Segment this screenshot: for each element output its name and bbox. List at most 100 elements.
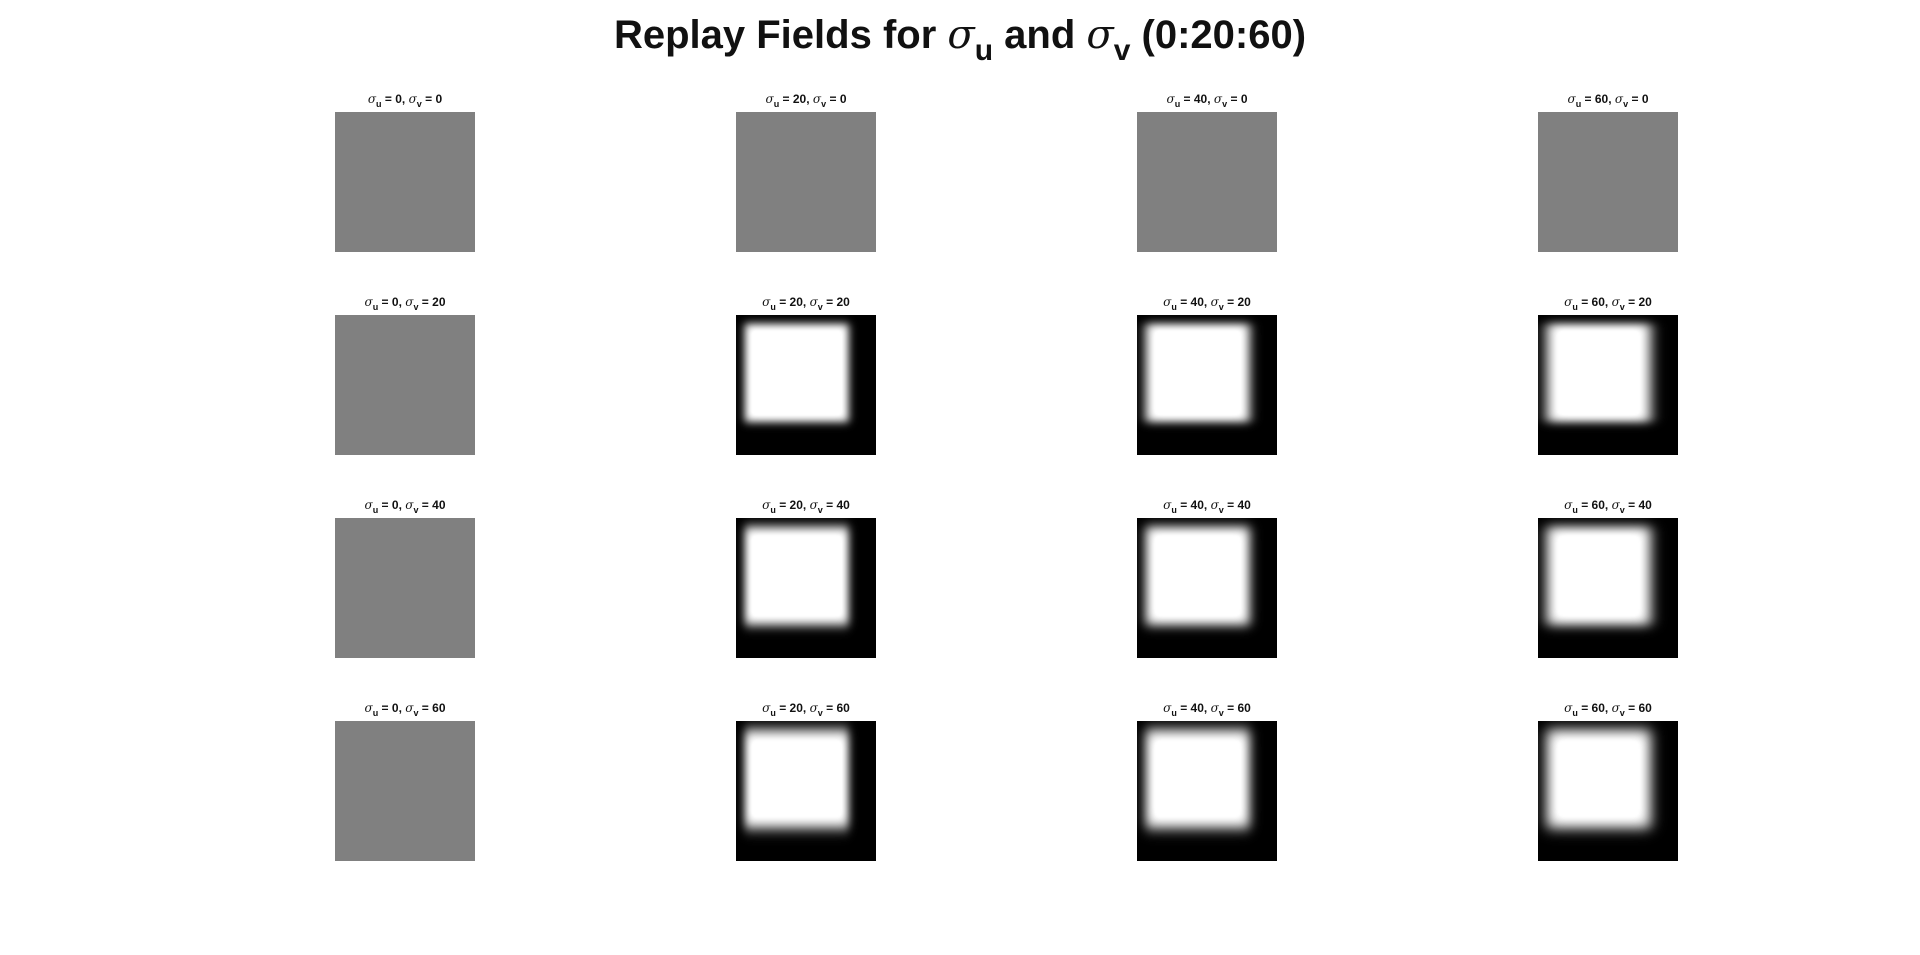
blurred-square-field-image: [1137, 518, 1277, 658]
sigma-u-value: 40: [1193, 92, 1208, 106]
separator: ,: [802, 701, 810, 715]
separator: ,: [398, 295, 406, 309]
sigma-v-subscript: v: [1623, 99, 1629, 109]
sigma-v-subscript: v: [817, 708, 823, 718]
title-sigma-v-subscript: v: [1113, 34, 1131, 67]
separator: ,: [806, 92, 813, 106]
sigma-u-value: 0: [391, 701, 399, 715]
title-sigma-u-symbol: σ: [947, 12, 975, 58]
sigma-u-subscript: u: [770, 708, 776, 718]
sigma-v-value: 0: [1641, 92, 1649, 106]
title-sigma-v-symbol: σ: [1086, 12, 1114, 58]
sigma-u-value: 40: [1190, 701, 1204, 715]
sigma-v-subscript: v: [817, 302, 823, 312]
uniform-gray-field-image: [1137, 112, 1277, 252]
sigma-u-subscript: u: [372, 505, 379, 515]
sigma-v-subscript: v: [1218, 505, 1224, 515]
equals-sign: =: [822, 295, 837, 309]
sigma-u-value: 60: [1591, 295, 1605, 309]
equals-sign: =: [1176, 701, 1191, 715]
equals-sign: =: [1577, 701, 1592, 715]
sigma-u-symbol: σ: [762, 498, 771, 512]
figure-title: Replay Fields for σu and σv (0:20:60): [0, 10, 1920, 67]
sigma-u-symbol: σ: [1163, 498, 1172, 512]
sigma-u-value: 20: [792, 92, 807, 106]
sigma-u-symbol: σ: [364, 295, 373, 309]
sigma-u-subscript: u: [1174, 99, 1181, 109]
equals-sign: =: [826, 92, 840, 106]
sigma-v-subscript: v: [817, 505, 823, 515]
sigma-u-subscript: u: [1171, 708, 1177, 718]
sigma-u-subscript: u: [1171, 302, 1177, 312]
sigma-u-value: 0: [395, 92, 402, 106]
panel-title: σu = 0, σv = 40: [275, 498, 535, 515]
blurred-square-field-image: [1538, 721, 1678, 861]
sigma-u-symbol: σ: [1166, 92, 1175, 106]
separator: ,: [1608, 92, 1615, 106]
sigma-u-value: 60: [1591, 498, 1605, 512]
sigma-v-value: 0: [435, 92, 443, 106]
sigma-u-symbol: σ: [765, 92, 774, 106]
blurred-square-field-image: [1538, 315, 1678, 455]
equals-sign: =: [421, 92, 436, 106]
sigma-u-symbol: σ: [762, 295, 771, 309]
sigma-v-value: 0: [1240, 92, 1248, 106]
sigma-v-symbol: σ: [1611, 498, 1620, 512]
panel-title: σu = 20, σv = 0: [676, 92, 936, 109]
sigma-v-subscript: v: [1218, 302, 1224, 312]
equals-sign: =: [378, 498, 392, 512]
sigma-v-value: 60: [1638, 701, 1652, 715]
equals-sign: =: [775, 701, 790, 715]
sigma-u-value: 60: [1591, 701, 1605, 715]
sigma-u-subscript: u: [773, 99, 780, 109]
equals-sign: =: [822, 701, 837, 715]
sigma-u-subscript: u: [1575, 99, 1582, 109]
sigma-v-symbol: σ: [1614, 92, 1624, 106]
panel-title: σu = 20, σv = 20: [676, 295, 936, 312]
sigma-u-subscript: u: [770, 302, 776, 312]
panel-title: σu = 0, σv = 20: [275, 295, 535, 312]
sigma-u-value: 40: [1190, 498, 1204, 512]
panel-title: σu = 40, σv = 0: [1077, 92, 1337, 109]
sigma-v-symbol: σ: [1210, 295, 1219, 309]
sigma-u-symbol: σ: [1567, 92, 1576, 106]
equals-sign: =: [1176, 498, 1191, 512]
sigma-v-symbol: σ: [405, 295, 414, 309]
sigma-v-symbol: σ: [809, 498, 818, 512]
sigma-u-symbol: σ: [762, 701, 771, 715]
uniform-gray-field-image: [1538, 112, 1678, 252]
sigma-u-symbol: σ: [1564, 701, 1573, 715]
sigma-u-value: 60: [1594, 92, 1609, 106]
sigma-u-symbol: σ: [1564, 295, 1573, 309]
sigma-v-value: 20: [1638, 295, 1652, 309]
sigma-v-symbol: σ: [812, 92, 822, 106]
separator: ,: [1604, 498, 1612, 512]
sigma-u-symbol: σ: [1163, 701, 1172, 715]
equals-sign: =: [1176, 295, 1191, 309]
panel-title: σu = 0, σv = 60: [275, 701, 535, 718]
separator: ,: [1203, 701, 1211, 715]
blurred-square-field-image: [736, 721, 876, 861]
blurred-square-field-image: [1137, 721, 1277, 861]
equals-sign: =: [418, 498, 433, 512]
separator: ,: [1203, 295, 1211, 309]
sigma-u-value: 20: [789, 701, 803, 715]
equals-sign: =: [1624, 295, 1639, 309]
sigma-v-symbol: σ: [1210, 498, 1219, 512]
panel-title: σu = 40, σv = 20: [1077, 295, 1337, 312]
sigma-v-subscript: v: [416, 99, 422, 109]
blurred-square-field-image: [1538, 518, 1678, 658]
sigma-u-subscript: u: [372, 708, 379, 718]
sigma-u-value: 0: [391, 295, 399, 309]
sigma-v-subscript: v: [1222, 99, 1228, 109]
separator: ,: [802, 498, 810, 512]
sigma-v-symbol: σ: [1213, 92, 1223, 106]
sigma-u-symbol: σ: [1163, 295, 1172, 309]
sigma-u-value: 40: [1190, 295, 1204, 309]
uniform-gray-field-image: [335, 518, 475, 658]
sigma-u-subscript: u: [770, 505, 776, 515]
title-and: and: [1004, 13, 1076, 57]
sigma-u-symbol: σ: [367, 92, 377, 106]
sigma-u-subscript: u: [376, 99, 382, 109]
uniform-gray-field-image: [335, 721, 475, 861]
